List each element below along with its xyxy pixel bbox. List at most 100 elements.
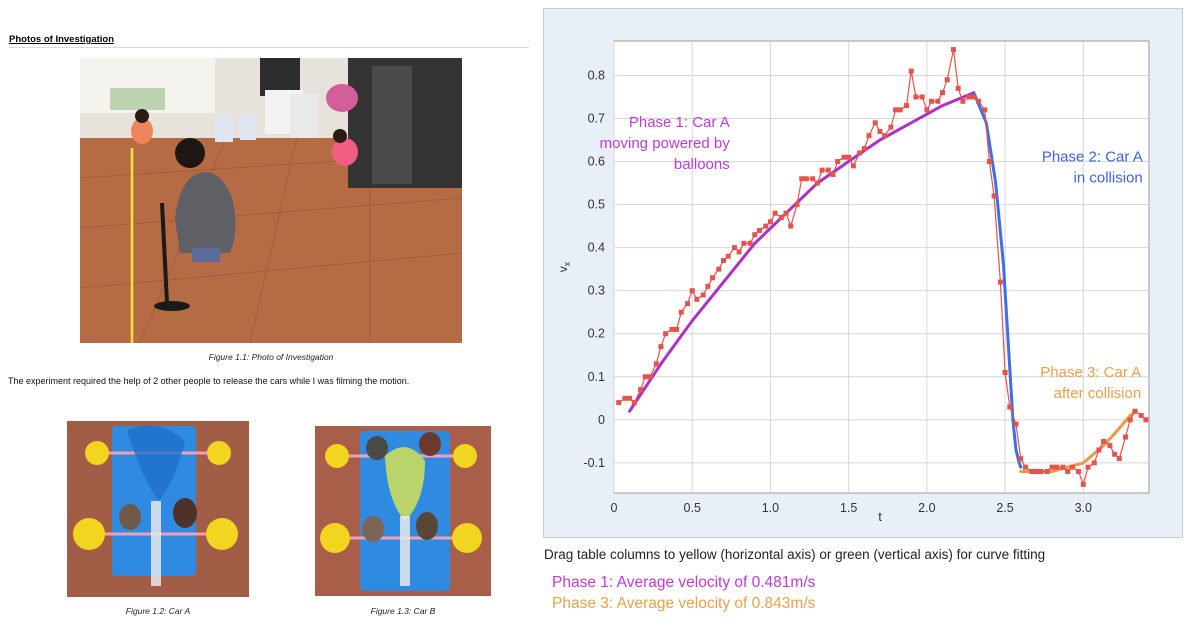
data-point: [689, 288, 695, 294]
data-point: [627, 395, 633, 401]
data-point: [642, 374, 648, 380]
data-point: [1101, 438, 1107, 444]
x-tick-label: 1.0: [762, 501, 779, 515]
data-point: [955, 85, 961, 91]
body-paragraph: The experiment required the help of 2 ot…: [8, 376, 410, 386]
phase-annotation-line: balloons: [674, 156, 730, 173]
fit-curve: [628, 91, 976, 413]
curve-fit-instruction: Drag table columns to yellow (horizontal…: [544, 547, 1046, 562]
data-point: [1096, 447, 1102, 453]
data-point: [872, 120, 878, 126]
data-point: [1060, 464, 1066, 470]
data-point: [830, 171, 836, 177]
data-point: [1007, 404, 1013, 410]
data-point: [1127, 417, 1133, 423]
data-point: [763, 223, 769, 229]
data-point: [810, 176, 816, 182]
y-tick-label: 0.5: [588, 198, 605, 212]
data-point: [803, 176, 809, 182]
data-point: [861, 146, 867, 152]
data-point: [736, 249, 742, 255]
data-point: [788, 223, 794, 229]
y-tick-label: 0.7: [588, 111, 605, 125]
data-point: [960, 98, 966, 104]
phase-annotation-line: moving powered by: [600, 135, 731, 152]
x-tick-label: 0.5: [684, 501, 701, 515]
section-heading: Photos of Investigation: [9, 34, 115, 45]
data-point: [1013, 421, 1019, 427]
data-point: [835, 159, 841, 165]
investigation-photo: [80, 58, 462, 343]
y-tick-label: 0.4: [588, 241, 605, 255]
data-point: [685, 301, 691, 307]
data-point: [1143, 417, 1149, 423]
data-point: [710, 275, 716, 281]
y-tick-label: 0.6: [588, 155, 605, 169]
car-a-photo: [67, 421, 249, 597]
y-tick-label: 0: [598, 413, 605, 427]
data-point: [929, 98, 935, 104]
x-tick-label: 1.5: [840, 501, 857, 515]
report-panel: Photos of Investigation: [0, 0, 535, 622]
data-point: [857, 150, 863, 156]
data-point: [721, 258, 727, 264]
data-point: [904, 103, 910, 109]
y-tick-label: 0.1: [588, 370, 605, 384]
phase-annotation: Phase 3: Car A after collision: [1040, 364, 1141, 402]
data-point: [814, 180, 820, 186]
axis-ticks: 0 0.5 1.0 1.5 2.0 2.5 3.0 -0.1 0 0.1 0.2 0.3 0.4 0.5 0…: [583, 68, 1092, 515]
data-point: [908, 68, 914, 74]
data-point: [799, 176, 805, 182]
phase-annotation: Phase 1: Car A moving powered by balloons: [600, 114, 731, 173]
data-point: [846, 154, 852, 160]
data-point: [866, 133, 872, 139]
data-point: [1002, 369, 1008, 375]
data-point: [694, 296, 700, 302]
data-point: [997, 279, 1003, 285]
x-tick-label: 2.5: [996, 501, 1013, 515]
x-tick-label: 0: [611, 501, 618, 515]
data-point: [1054, 464, 1060, 470]
phase-3-summary: Phase 3: Average velocity of 0.843m/s: [552, 595, 816, 612]
data-point: [669, 326, 675, 332]
data-point: [638, 387, 644, 393]
velocity-chart-panel: 0 0.5 1.0 1.5 2.0 2.5 3.0 -0.1 0 0.1 0.2 0.3 0.4 0.5 0…: [543, 8, 1183, 538]
data-point: [975, 98, 981, 104]
data-point: [966, 94, 972, 100]
data-point: [1065, 468, 1071, 474]
y-tick-label: 0.3: [588, 284, 605, 298]
data-point: [1132, 408, 1138, 414]
y-tick-label: 0.8: [588, 68, 605, 82]
data-point: [919, 94, 925, 100]
data-point: [1085, 464, 1091, 470]
data-point: [756, 227, 762, 233]
x-axis-label: t: [878, 509, 882, 524]
data-point: [1123, 434, 1129, 440]
heading-divider: [9, 47, 529, 48]
data-point: [819, 167, 825, 173]
data-point: [616, 400, 622, 406]
phase-1-summary: Phase 1: Average velocity of 0.481m/s: [552, 574, 816, 591]
data-point: [850, 163, 856, 169]
phase-annotation: Phase 2: Car A in collision: [1042, 149, 1143, 187]
data-point: [1029, 468, 1035, 474]
y-tick-label: 0.2: [588, 327, 605, 341]
data-point: [877, 128, 883, 134]
data-point: [794, 202, 800, 208]
car-b-photo: [315, 426, 491, 596]
data-point: [678, 309, 684, 315]
figure-caption-car-b: Figure 1.3: Car B: [370, 606, 436, 616]
x-tick-label: 2.0: [918, 501, 935, 515]
data-point: [1112, 451, 1118, 457]
data-point: [772, 210, 778, 216]
x-tick-label: 3.0: [1075, 501, 1092, 515]
data-point: [1018, 456, 1024, 462]
data-series: [616, 47, 1149, 487]
data-point: [888, 124, 894, 130]
y-axis-label: vx: [556, 261, 572, 272]
data-point: [944, 77, 950, 83]
y-axis-label-main: v: [556, 266, 570, 272]
phase-annotation-line: Phase 1: Car A: [629, 114, 730, 131]
data-point: [778, 214, 784, 220]
